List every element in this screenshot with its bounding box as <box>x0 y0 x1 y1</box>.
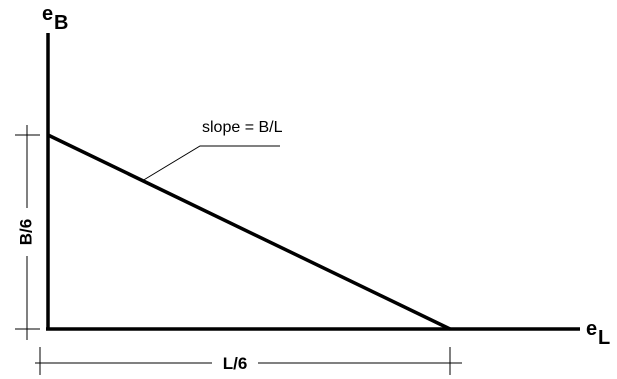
vertical-dimension <box>15 125 40 340</box>
x-axis-label-main: e <box>586 318 597 340</box>
horizontal-dimension-label: L/6 <box>223 354 248 373</box>
vertical-dimension-label: B/6 <box>16 219 35 245</box>
slope-line <box>47 133 451 331</box>
y-axis-label: e B <box>42 3 68 34</box>
slope-annotation: slope = B/L <box>202 119 283 136</box>
y-axis-label-sub: B <box>54 12 68 34</box>
x-axis-label: e L <box>586 318 610 349</box>
horizontal-dimension <box>35 347 462 375</box>
x-axis-label-sub: L <box>598 327 610 349</box>
slope-leader-line <box>141 145 280 182</box>
y-axis-label-main: e <box>42 3 53 25</box>
